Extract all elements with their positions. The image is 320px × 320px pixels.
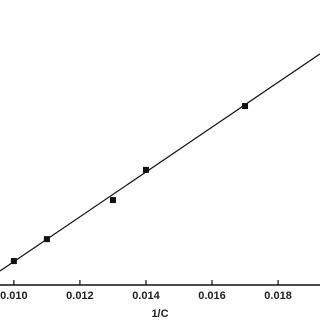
- x-tick-label: 0.016: [198, 290, 226, 302]
- data-point: [10, 258, 17, 265]
- data-point: [109, 197, 116, 204]
- x-tick-label: 0.018: [264, 290, 292, 302]
- data-point: [43, 236, 50, 243]
- x-tick-label: 0.010: [0, 290, 28, 302]
- data-point: [242, 103, 249, 110]
- x-tick-label: 0.012: [66, 290, 94, 302]
- data-point: [142, 166, 149, 173]
- fit-line: [0, 53, 320, 272]
- x-axis-label: 1/C: [151, 308, 168, 320]
- x-tick-label: 0.014: [132, 290, 160, 302]
